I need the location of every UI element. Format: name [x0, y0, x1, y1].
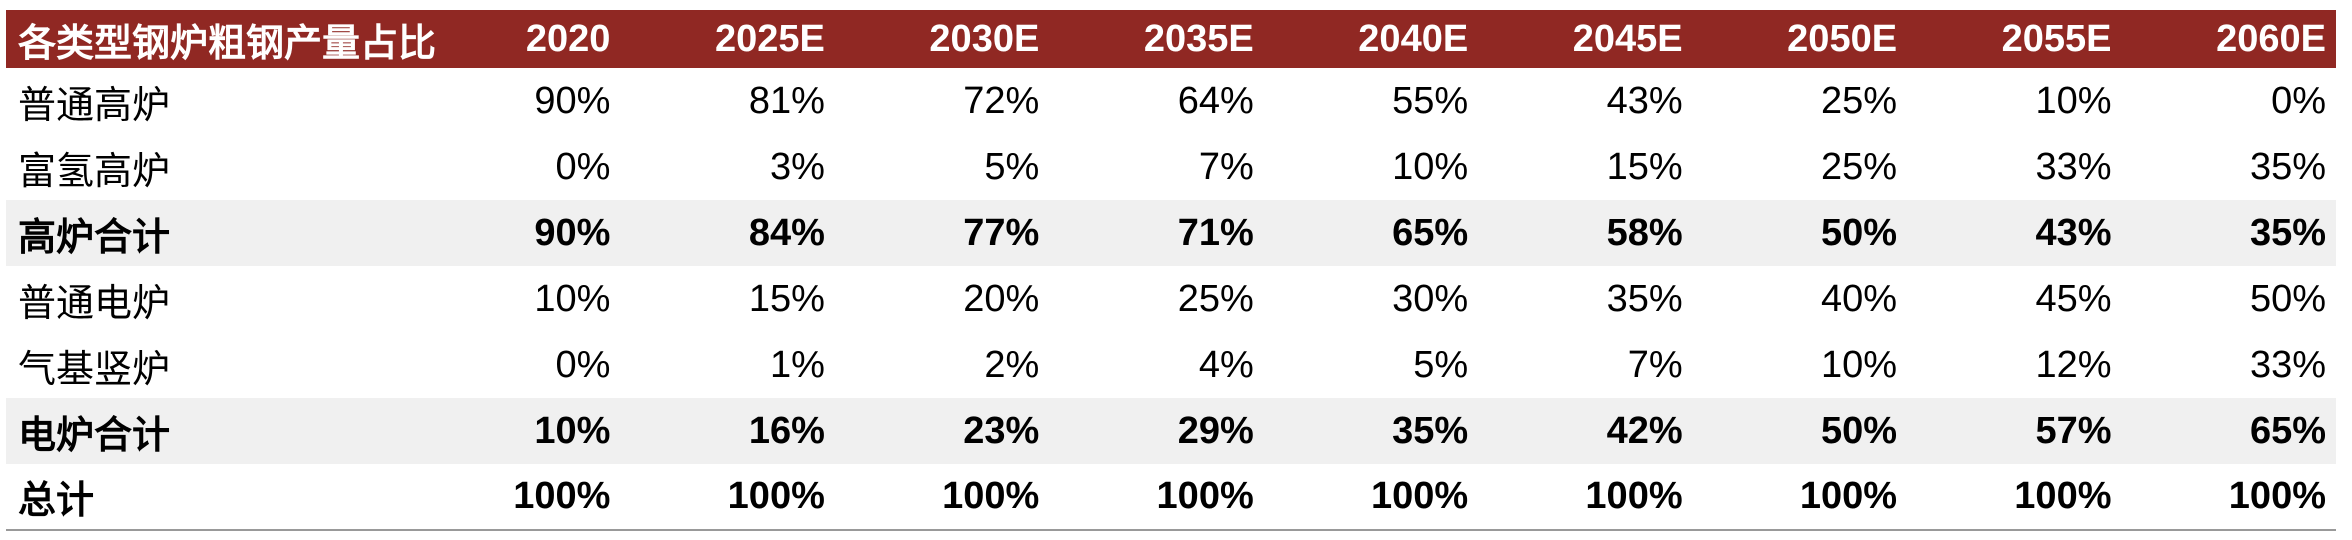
table-header-row: 各类型钢炉粗钢产量占比 2020 2025E 2030E 2035E 2040E 2045… [6, 10, 2336, 68]
value-cell: 100% [1799, 475, 1898, 517]
value-cell: 3% [769, 145, 825, 188]
value-cell: 100% [942, 475, 1040, 517]
value-cell: 40% [1821, 277, 1898, 320]
value-cell: 64% [1177, 79, 1254, 122]
value-cell: 25% [1821, 79, 1898, 122]
value-cell: 23% [963, 409, 1040, 452]
value-cell: 30% [1392, 277, 1469, 320]
value-cell: 100% [1585, 475, 1683, 517]
value-cell: 7% [1198, 145, 1254, 188]
value-cell: 35% [1606, 277, 1683, 320]
value-cell: 0% [2271, 79, 2326, 122]
value-cell: 20% [963, 277, 1040, 320]
value-cell: 72% [963, 79, 1040, 122]
table-row-0: 普通高炉 90% 81% 72% 64% 55% 43% 25% 10% 0% [6, 68, 2336, 134]
value-cell: 15% [1606, 145, 1683, 188]
row-label: 总计 [18, 480, 95, 522]
value-cell: 100% [1156, 475, 1254, 517]
year-header-8: 2060E [2121, 10, 2336, 68]
value-cell: 84% [748, 211, 825, 254]
row-label: 气基竖炉 [18, 348, 171, 391]
value-cell: 81% [748, 79, 825, 122]
value-cell: 90% [534, 79, 611, 122]
value-cell: 12% [2035, 343, 2112, 386]
year-header-6: 2050E [1692, 10, 1908, 68]
value-cell: 16% [748, 409, 825, 452]
value-cell: 71% [1177, 211, 1254, 254]
value-cell: 45% [2035, 277, 2112, 320]
value-cell: 65% [2249, 409, 2326, 452]
furnace-crude-steel-share-table: 各类型钢炉粗钢产量占比 2020 2025E 2030E 2035E 2040E 2045… [6, 10, 2336, 531]
value-cell: 35% [2249, 211, 2326, 254]
value-cell: 10% [534, 409, 611, 452]
value-cell: 0% [555, 343, 611, 386]
value-cell: 35% [2249, 145, 2326, 188]
row-label: 电炉合计 [18, 414, 171, 457]
value-cell: 90% [534, 211, 611, 254]
value-cell: 43% [1606, 79, 1683, 122]
value-cell: 33% [2035, 145, 2112, 188]
year-header-7: 2055E [1907, 10, 2122, 68]
value-cell: 57% [2035, 409, 2112, 452]
value-cell: 43% [2035, 211, 2112, 254]
value-cell: 1% [769, 343, 825, 386]
value-cell: 25% [1821, 145, 1898, 188]
table-row-6: 总计 100% 100% 100% 100% 100% 100% 100% 100% 100% [6, 464, 2336, 530]
row-label: 高炉合计 [18, 216, 171, 259]
row-label: 富氢高炉 [18, 150, 171, 193]
value-cell: 5% [984, 145, 1040, 188]
value-cell: 15% [748, 277, 825, 320]
year-header-2: 2030E [834, 10, 1050, 68]
value-cell: 100% [2228, 475, 2326, 517]
table-title-cell: 各类型钢炉粗钢产量占比 [6, 10, 436, 68]
table-row-2: 高炉合计 90% 84% 77% 71% 65% 58% 50% 43% 35% [6, 200, 2336, 266]
year-header-1: 2025E [620, 10, 835, 68]
value-cell: 33% [2249, 343, 2326, 386]
table-row-5: 电炉合计 10% 16% 23% 29% 35% 42% 50% 57% 65% [6, 398, 2336, 464]
value-cell: 29% [1177, 409, 1254, 452]
value-cell: 5% [1413, 343, 1469, 386]
value-cell: 4% [1198, 343, 1254, 386]
value-cell: 50% [1821, 211, 1898, 254]
value-cell: 10% [534, 277, 611, 320]
value-cell: 100% [1370, 475, 1469, 517]
value-cell: 50% [1821, 409, 1898, 452]
value-cell: 25% [1177, 277, 1254, 320]
value-cell: 0% [555, 145, 611, 188]
year-header-3: 2035E [1049, 10, 1264, 68]
value-cell: 100% [2014, 475, 2112, 517]
table-body: 普通高炉 90% 81% 72% 64% 55% 43% 25% 10% 0% 富氢高炉 0% 3% 5%… [6, 68, 2336, 530]
year-header-4: 2040E [1263, 10, 1479, 68]
value-cell: 100% [727, 475, 825, 517]
value-cell: 7% [1627, 343, 1683, 386]
table-row-3: 普通电炉 10% 15% 20% 25% 30% 35% 40% 45% 50% [6, 266, 2336, 332]
value-cell: 10% [1392, 145, 1469, 188]
table-row-1: 富氢高炉 0% 3% 5% 7% 10% 15% 25% 33% 35% [6, 134, 2336, 200]
value-cell: 65% [1392, 211, 1469, 254]
value-cell: 58% [1606, 211, 1683, 254]
value-cell: 55% [1392, 79, 1469, 122]
table-row-4: 气基竖炉 0% 1% 2% 4% 5% 7% 10% 12% 33% [6, 332, 2336, 398]
table-head: 各类型钢炉粗钢产量占比 2020 2025E 2030E 2035E 2040E 2045… [6, 10, 2336, 68]
value-cell: 100% [513, 475, 611, 517]
value-cell: 77% [963, 211, 1040, 254]
value-cell: 2% [984, 343, 1040, 386]
row-label: 普通高炉 [18, 84, 171, 127]
value-cell: 10% [2035, 79, 2112, 122]
value-cell: 35% [1392, 409, 1469, 452]
year-header-0: 2020 [406, 10, 621, 68]
value-cell: 10% [1821, 343, 1898, 386]
row-label: 普通电炉 [18, 282, 171, 325]
value-cell: 50% [2249, 277, 2326, 320]
year-header-5: 2045E [1478, 10, 1693, 68]
value-cell: 42% [1606, 409, 1683, 452]
